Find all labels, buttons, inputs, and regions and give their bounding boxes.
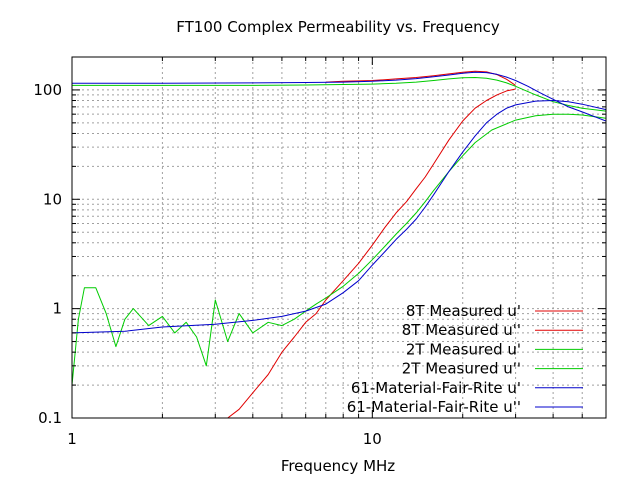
y-tick-label: 10	[43, 190, 62, 208]
x-axis-label: Frequency MHz	[281, 457, 395, 475]
y-tick-label: 100	[33, 81, 62, 99]
y-tick-label: 0.1	[38, 409, 62, 427]
legend-label: 2T Measured u'	[406, 340, 521, 358]
x-tick-label: 10	[363, 430, 382, 448]
grid	[72, 56, 607, 418]
legend-label: 61-Material-Fair-Rite u''	[347, 398, 521, 416]
legend-label: 8T Measured u'	[406, 302, 521, 320]
series-line-5	[72, 71, 606, 122]
x-tick-label: 1	[67, 430, 77, 448]
y-tick-label: 1	[52, 300, 62, 318]
series-layer	[72, 70, 606, 418]
series-line-4	[72, 113, 606, 386]
legend-label: 8T Measured u''	[402, 321, 521, 339]
series-line-6	[72, 100, 606, 334]
series-line-3	[72, 77, 606, 112]
legend-label: 61-Material-Fair-Rite u'	[351, 379, 521, 397]
legend: 8T Measured u'8T Measured u''2T Measured…	[347, 302, 583, 416]
series-line-2	[227, 88, 516, 418]
chart-title: FT100 Complex Permeability vs. Frequency	[176, 18, 500, 36]
ticks: 1 10 0.1 1 10 100	[33, 56, 607, 448]
legend-label: 2T Measured u''	[402, 360, 521, 378]
plot-frame	[71, 56, 607, 419]
